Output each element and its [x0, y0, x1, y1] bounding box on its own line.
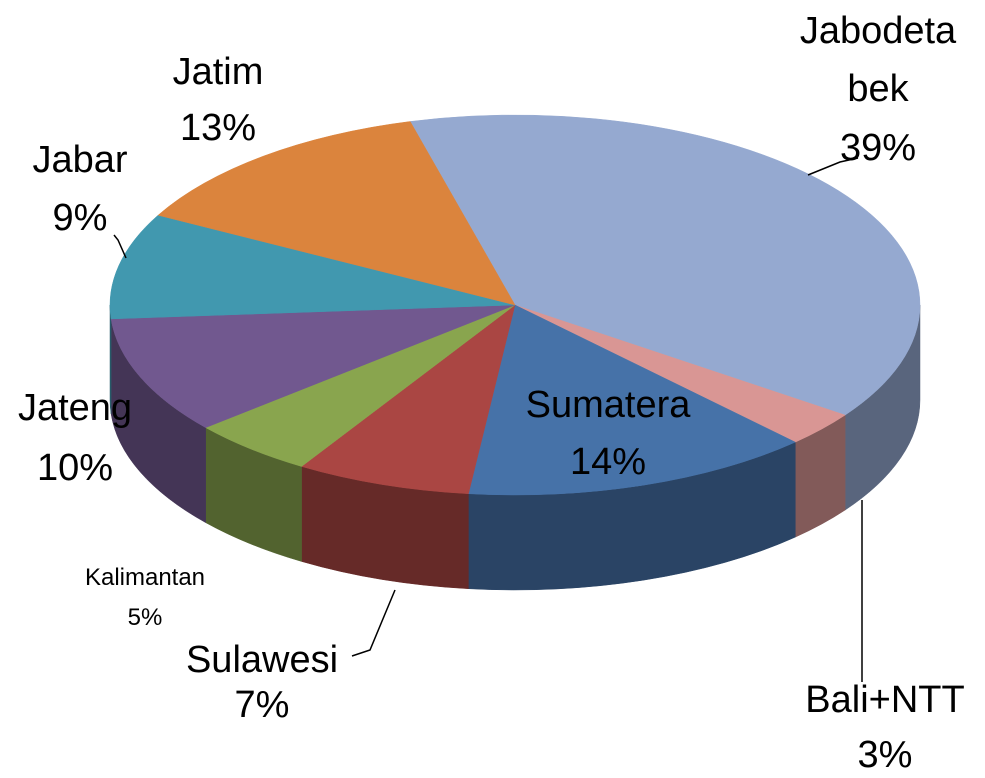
value-label: 9%	[52, 197, 108, 239]
value-label: 3%	[857, 734, 913, 776]
slice	[409, 114, 921, 416]
category-label: Jabar	[32, 139, 128, 181]
value-label: 5%	[127, 604, 163, 631]
category-label: Sumatera	[525, 384, 691, 426]
category-label: Jatim	[172, 51, 264, 93]
category-label: Jateng	[17, 387, 133, 429]
leader-line	[807, 157, 859, 176]
value-label: 13%	[179, 107, 257, 149]
category-label: Jabodetabek	[799, 10, 957, 110]
value-label: 39%	[839, 127, 917, 169]
category-label: Sulawesi	[185, 639, 339, 681]
slice	[301, 304, 516, 495]
slice	[110, 304, 516, 428]
value-label: 10%	[36, 447, 114, 489]
category-label: Kalimantan	[84, 564, 206, 591]
leader-line	[351, 589, 396, 657]
slice	[468, 304, 796, 496]
value-label: 14%	[569, 441, 647, 483]
value-label: 7%	[234, 684, 290, 726]
pie-tops	[109, 114, 921, 496]
slice	[109, 214, 516, 320]
leader-lines	[113, 157, 863, 682]
category-label: Bali+NTT	[805, 679, 965, 721]
slice	[157, 121, 516, 306]
pie-sides	[109, 304, 921, 591]
leader-line	[113, 234, 127, 259]
